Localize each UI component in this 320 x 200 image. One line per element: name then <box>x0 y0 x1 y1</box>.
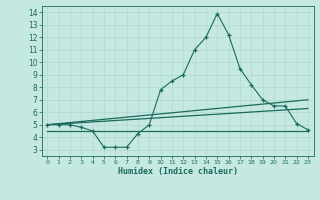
X-axis label: Humidex (Indice chaleur): Humidex (Indice chaleur) <box>118 167 237 176</box>
